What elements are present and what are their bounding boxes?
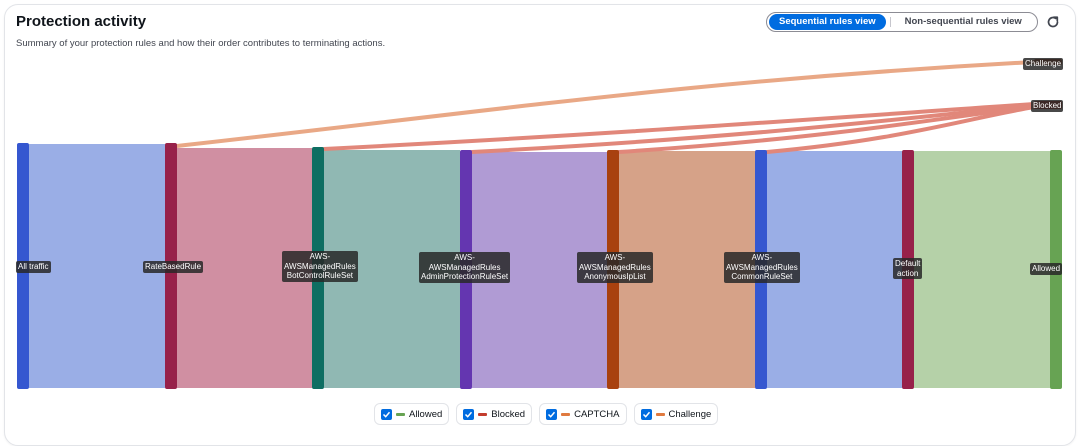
page-subtitle: Summary of your protection rules and how… — [16, 38, 386, 49]
label-common-rule-set: AWS- AWSManagedRules CommonRuleSet — [724, 252, 800, 283]
blocked-swatch-icon — [478, 412, 488, 416]
legend-item-captcha[interactable]: CAPTCHA — [539, 403, 627, 425]
legend-item-blocked[interactable]: Blocked — [456, 403, 533, 425]
chart-legend: Allowed Blocked CAPTCHA Challenge — [374, 403, 719, 425]
link-rate-to-challenge[interactable] — [175, 60, 1036, 148]
refresh-icon — [1047, 16, 1059, 28]
legend-label: Blocked — [491, 408, 526, 420]
view-toggle: Sequential rules view Non-sequential rul… — [766, 12, 1038, 32]
checkbox-checked-icon[interactable] — [546, 408, 558, 420]
legend-label: Challenge — [668, 408, 712, 420]
legend-label: CAPTCHA — [574, 408, 620, 420]
label-anonymous-ip: AWS- AWSManagedRules AnonymousIpList — [577, 252, 653, 283]
checkbox-checked-icon[interactable] — [640, 408, 652, 420]
challenge-swatch-icon — [655, 412, 665, 416]
label-challenge: Challenge — [1023, 58, 1064, 70]
flow-common-to-default[interactable] — [767, 151, 902, 388]
non-sequential-rules-view-button[interactable]: Non-sequential rules view — [904, 16, 1022, 27]
label-blocked: Blocked — [1031, 100, 1064, 112]
flow-anon-to-common[interactable] — [619, 151, 755, 388]
legend-item-challenge[interactable]: Challenge — [633, 403, 719, 425]
link-anon-to-blocked[interactable] — [617, 104, 1036, 154]
label-bot-control: AWS- AWSManagedRules BotControlRuleSet — [282, 251, 358, 282]
toggle-divider — [889, 17, 891, 27]
link-bot-to-blocked[interactable] — [322, 102, 1036, 151]
label-default-action: Default action — [893, 258, 923, 279]
sankey-chart — [17, 59, 1062, 389]
page-title: Protection activity — [16, 13, 147, 30]
flow-admin-to-anon[interactable] — [472, 152, 607, 388]
link-admin-to-blocked[interactable] — [470, 103, 1036, 154]
legend-item-allowed[interactable]: Allowed — [374, 403, 450, 425]
label-rate-based-rule: RateBasedRule — [143, 261, 204, 273]
flow-rate-to-bot[interactable] — [177, 148, 312, 388]
flow-default-to-allowed[interactable] — [914, 151, 1050, 388]
flow-bot-to-admin[interactable] — [324, 150, 460, 388]
allowed-swatch-icon — [396, 412, 405, 416]
label-admin-protection: AWS- AWSManagedRules AdminProtectionRule… — [419, 252, 511, 283]
terminating-links — [175, 60, 1036, 154]
label-allowed: Allowed — [1030, 263, 1063, 275]
link-common-to-blocked[interactable] — [765, 105, 1036, 154]
captcha-swatch-icon — [561, 412, 571, 416]
refresh-button[interactable] — [1044, 13, 1062, 31]
sequential-rules-view-button[interactable]: Sequential rules view — [769, 14, 886, 30]
flow-all-to-rate[interactable] — [29, 144, 165, 388]
checkbox-checked-icon[interactable] — [381, 408, 392, 420]
label-all-traffic: All traffic — [16, 261, 51, 273]
flow-bands — [29, 144, 1050, 388]
checkbox-checked-icon[interactable] — [463, 408, 475, 420]
legend-label: Allowed — [409, 408, 443, 420]
